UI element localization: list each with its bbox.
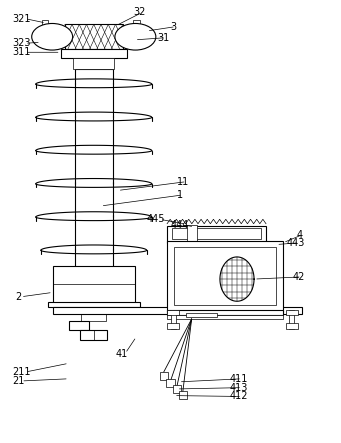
Bar <box>167 323 179 329</box>
Bar <box>53 266 135 303</box>
Ellipse shape <box>32 23 73 50</box>
Bar <box>133 20 140 26</box>
Text: 32: 32 <box>133 8 145 17</box>
Text: 1: 1 <box>177 190 183 200</box>
Text: 31: 31 <box>157 33 169 43</box>
Bar <box>73 58 114 69</box>
Bar <box>174 247 276 305</box>
Text: 4: 4 <box>297 230 303 240</box>
Bar <box>286 310 298 315</box>
Text: 445: 445 <box>147 214 165 224</box>
Bar <box>167 241 283 312</box>
Text: 444: 444 <box>170 220 189 230</box>
Bar <box>167 310 283 315</box>
Bar <box>65 24 123 49</box>
Ellipse shape <box>115 23 156 50</box>
Bar <box>81 307 106 321</box>
Text: 41: 41 <box>116 349 128 358</box>
Bar <box>172 228 261 239</box>
Text: 311: 311 <box>12 47 30 57</box>
Bar <box>289 310 294 329</box>
Bar <box>61 49 127 58</box>
Text: 443: 443 <box>286 238 305 248</box>
Bar <box>53 307 302 314</box>
Text: 413: 413 <box>229 383 248 392</box>
Text: 2: 2 <box>15 292 21 302</box>
Bar <box>170 310 176 329</box>
Bar <box>179 391 187 399</box>
Bar <box>167 310 179 315</box>
Text: 211: 211 <box>12 367 30 377</box>
Bar <box>166 379 175 387</box>
Text: 323: 323 <box>12 39 30 48</box>
Text: 321: 321 <box>12 14 30 23</box>
Text: 411: 411 <box>229 374 248 384</box>
Bar <box>80 330 107 340</box>
Bar <box>187 225 197 243</box>
Bar <box>186 313 217 317</box>
Text: 42: 42 <box>293 272 305 282</box>
Bar <box>75 69 113 303</box>
Bar <box>42 20 48 26</box>
Text: 412: 412 <box>229 392 248 401</box>
Text: 21: 21 <box>12 376 24 386</box>
Bar <box>167 315 283 319</box>
Bar <box>286 323 298 329</box>
Bar <box>160 372 168 380</box>
Bar <box>167 226 266 243</box>
Bar <box>41 26 147 35</box>
Bar <box>173 385 181 393</box>
Bar <box>48 302 140 307</box>
Bar <box>69 321 89 330</box>
Text: 11: 11 <box>177 177 190 187</box>
Text: 3: 3 <box>170 22 177 31</box>
